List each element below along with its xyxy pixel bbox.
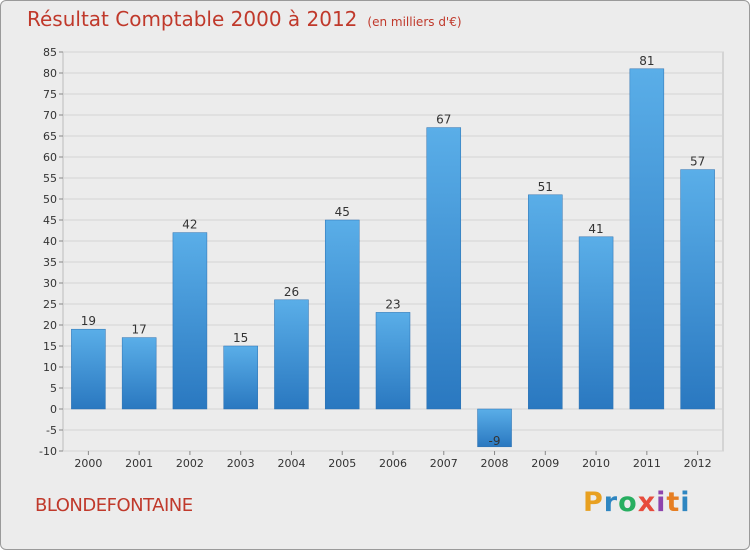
chart-title: Résultat Comptable 2000 à 2012 (en millie… bbox=[27, 7, 462, 31]
y-tick-label: 5 bbox=[50, 382, 57, 395]
logo-letter: r bbox=[603, 487, 619, 518]
bar-2008 bbox=[477, 408, 512, 448]
x-tick-label: 2007 bbox=[430, 457, 458, 470]
data-label-2001: 17 bbox=[132, 323, 147, 337]
data-label-2009: 51 bbox=[538, 180, 553, 194]
commune-name: BLONDEFONTAINE bbox=[35, 495, 193, 516]
data-label-2003: 15 bbox=[233, 331, 248, 345]
y-tick-label: 20 bbox=[43, 319, 57, 332]
y-tick-label: 45 bbox=[43, 214, 57, 227]
y-tick-label: 10 bbox=[43, 361, 57, 374]
data-label-2005: 45 bbox=[335, 205, 350, 219]
y-tick-label: 15 bbox=[43, 340, 57, 353]
x-tick-label: 2001 bbox=[125, 457, 153, 470]
y-tick-label: 65 bbox=[43, 130, 57, 143]
logo-letter: x bbox=[637, 487, 657, 518]
data-label-2002: 42 bbox=[182, 218, 197, 232]
y-tick-label: 25 bbox=[43, 298, 57, 311]
x-tick-label: 2009 bbox=[531, 457, 559, 470]
y-tick-label: 40 bbox=[43, 235, 57, 248]
y-axis-ticks: -10 -5 0 5 10 15 20 25 30 35 40 45 50 55 60 65 70 75 80 85 bbox=[39, 46, 63, 458]
bar-2003 bbox=[223, 345, 258, 410]
x-tick-label: 2004 bbox=[277, 457, 305, 470]
bar-2007 bbox=[426, 127, 462, 410]
data-label-2006: 23 bbox=[385, 297, 400, 311]
logo-letter: t bbox=[666, 487, 681, 518]
y-tick-label: 80 bbox=[43, 67, 57, 80]
data-label-2004: 26 bbox=[284, 285, 299, 299]
data-label-2010: 41 bbox=[588, 222, 603, 236]
chart-title-text: Résultat Comptable 2000 à 2012 bbox=[27, 7, 358, 31]
y-tick-label: 30 bbox=[43, 277, 57, 290]
x-tick-label: 2000 bbox=[74, 457, 102, 470]
bar-2000 bbox=[71, 328, 106, 410]
y-tick-label: 85 bbox=[43, 46, 57, 59]
y-tick-label: 0 bbox=[50, 403, 57, 416]
logo-letter: P bbox=[583, 487, 604, 518]
y-tick-label: 50 bbox=[43, 193, 57, 206]
x-tick-label: 2005 bbox=[328, 457, 356, 470]
x-tick-label: 2003 bbox=[227, 457, 255, 470]
data-label-2008: -9 bbox=[489, 434, 501, 448]
logo-letter: i bbox=[656, 487, 667, 518]
logo-letter: i bbox=[680, 487, 691, 518]
chart-subtitle: (en milliers d'€) bbox=[367, 15, 462, 29]
y-tick-label: 60 bbox=[43, 151, 57, 164]
y-tick-label: 70 bbox=[43, 109, 57, 122]
x-tick-label: 2008 bbox=[481, 457, 509, 470]
bar-2012 bbox=[680, 169, 715, 410]
bar-2002 bbox=[172, 232, 208, 410]
x-tick-label: 2006 bbox=[379, 457, 407, 470]
x-tick-label: 2002 bbox=[176, 457, 204, 470]
y-tick-label: -10 bbox=[39, 445, 57, 458]
data-label-2012: 57 bbox=[690, 155, 705, 169]
bars: 19 17 42 15 26 45 23 67 -9 51 41 81 57 bbox=[71, 54, 715, 448]
x-axis-ticks: 2000 2001 2002 2003 2004 2005 2006 2007 2008 2009… bbox=[74, 451, 712, 470]
proxiti-logo: Proxiti bbox=[583, 487, 691, 518]
bar-2005 bbox=[324, 219, 360, 410]
x-tick-label: 2012 bbox=[684, 457, 712, 470]
y-tick-label: -5 bbox=[46, 424, 57, 437]
bar-2009 bbox=[528, 194, 563, 410]
y-tick-label: 35 bbox=[43, 256, 57, 269]
bar-2004 bbox=[274, 299, 309, 410]
y-tick-label: 75 bbox=[43, 88, 57, 101]
x-tick-label: 2011 bbox=[633, 457, 661, 470]
data-label-2000: 19 bbox=[81, 314, 96, 328]
data-label-2007: 67 bbox=[436, 113, 451, 127]
bar-2010 bbox=[578, 236, 614, 410]
bar-2001 bbox=[121, 337, 157, 410]
y-tick-label: 55 bbox=[43, 172, 57, 185]
x-tick-label: 2010 bbox=[582, 457, 610, 470]
logo-letter: o bbox=[618, 487, 638, 518]
bar-2006 bbox=[375, 312, 411, 410]
bar-2011 bbox=[629, 68, 665, 410]
data-label-2011: 81 bbox=[639, 54, 654, 68]
